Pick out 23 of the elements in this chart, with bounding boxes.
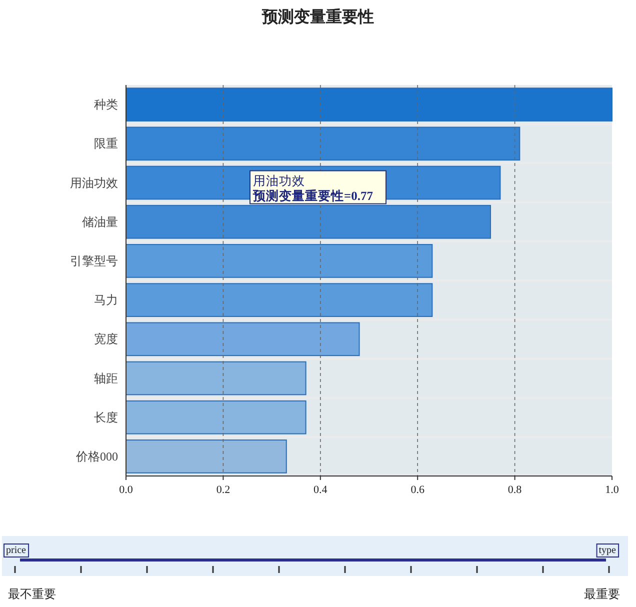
annotation: 用油功效 bbox=[253, 174, 305, 188]
y-tick-label: 限重 bbox=[94, 136, 118, 151]
x-tick-label: 0.8 bbox=[508, 484, 522, 496]
x-tick-label: 1.0 bbox=[605, 484, 620, 496]
x-tick-label: 0.0 bbox=[119, 484, 134, 496]
y-tick-label: 储油量 bbox=[82, 214, 118, 229]
text: 最重要 bbox=[584, 587, 620, 601]
y-tick-label: 引擎型号 bbox=[70, 254, 118, 268]
x-tick-label: 0.6 bbox=[410, 484, 425, 496]
text: type bbox=[598, 545, 617, 556]
y-tick-label: 用油功效 bbox=[70, 176, 118, 190]
annotation: 预测变量重要性=0.77 bbox=[252, 188, 373, 203]
x-tick-label: 0.4 bbox=[314, 484, 328, 496]
text: price bbox=[6, 545, 27, 556]
y-tick-label: 长度 bbox=[94, 410, 118, 424]
y-tick-label: 种类 bbox=[94, 98, 118, 112]
chart-title: 预测变量重要性 bbox=[261, 8, 374, 26]
y-tick-label: 轴距 bbox=[94, 371, 118, 386]
text: 最不重要 bbox=[8, 587, 56, 601]
y-tick-label: 马力 bbox=[94, 293, 118, 308]
y-tick-label: 价格000 bbox=[75, 449, 118, 464]
y-tick-label: 宽度 bbox=[94, 332, 118, 346]
x-tick-label: 0.2 bbox=[216, 484, 230, 496]
